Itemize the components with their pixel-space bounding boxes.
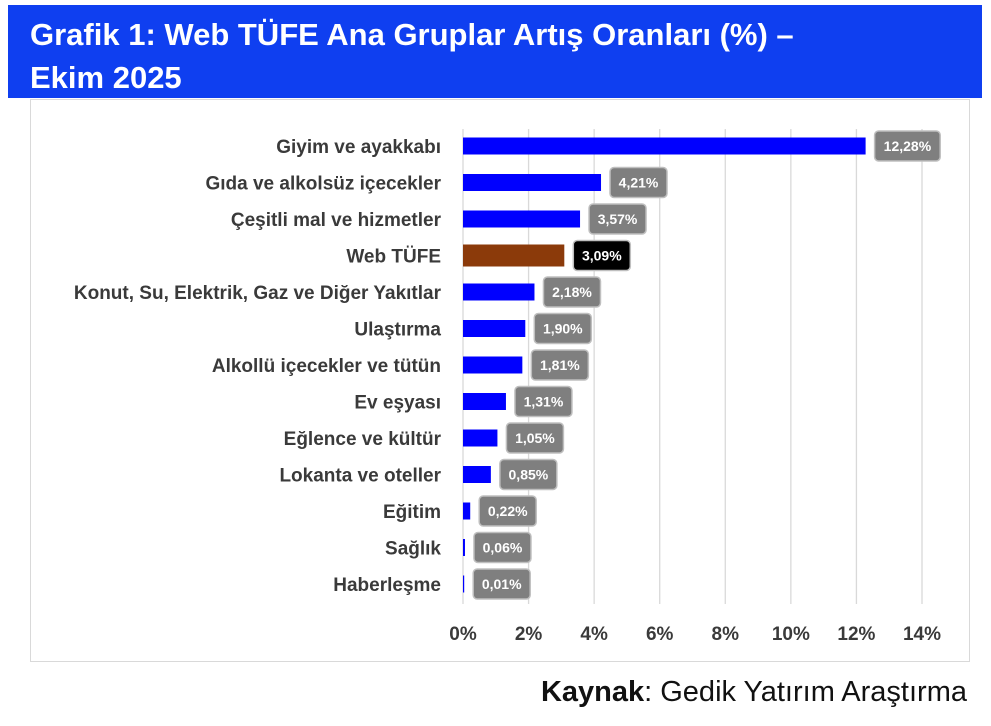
data-label: 0,22% bbox=[488, 503, 528, 519]
chart-frame: 0% 2% 4% 6% 8% 10% 12% 14% Giyim ve ayakkabı 12,2… bbox=[30, 99, 970, 662]
category-label: Konut, Su, Elektrik, Gaz ve Diğer Yakıtl… bbox=[74, 283, 442, 304]
data-label: 1,81% bbox=[540, 357, 580, 373]
bar bbox=[463, 429, 498, 447]
bar bbox=[463, 210, 581, 228]
category-label: Eğitim bbox=[383, 502, 441, 523]
bar bbox=[463, 356, 523, 374]
data-label: 1,31% bbox=[524, 394, 564, 410]
data-label-box bbox=[542, 276, 602, 308]
category-label: Lokanta ve oteller bbox=[279, 466, 441, 487]
data-label-box bbox=[499, 458, 558, 491]
bar bbox=[463, 137, 866, 155]
data-label: 4,21% bbox=[619, 175, 659, 191]
data-label: 0,85% bbox=[509, 467, 549, 483]
source-label: Kaynak bbox=[540, 676, 645, 708]
data-label: 1,90% bbox=[543, 321, 583, 337]
data-label-box bbox=[478, 495, 537, 527]
category-label: Çeşitli mal ve hizmetler bbox=[231, 210, 442, 231]
x-tick-label: 10% bbox=[772, 624, 810, 645]
data-label: 0,01% bbox=[482, 576, 522, 592]
bar bbox=[463, 575, 465, 593]
data-label: 12,28% bbox=[884, 138, 932, 154]
data-label: 3,57% bbox=[598, 211, 638, 227]
x-tick-label: 0% bbox=[449, 624, 477, 645]
category-label: Haberleşme bbox=[333, 575, 441, 596]
category-label: Sağlık bbox=[385, 539, 441, 560]
category-label: Gıda ve alkolsüz içecekler bbox=[205, 174, 441, 195]
bar bbox=[463, 539, 465, 556]
x-tick-label: 4% bbox=[580, 624, 608, 645]
category-label: Web TÜFE bbox=[346, 247, 441, 268]
data-label-box bbox=[505, 422, 565, 454]
data-label: 0,06% bbox=[483, 540, 523, 556]
category-label: Eğlence ve kültür bbox=[284, 429, 442, 450]
data-label-box bbox=[533, 312, 593, 345]
source-separator: : bbox=[644, 676, 661, 708]
bar bbox=[463, 502, 471, 520]
bar bbox=[463, 320, 526, 337]
x-tick-label: 2% bbox=[515, 624, 543, 645]
category-label: Ev eşyası bbox=[354, 393, 441, 414]
bar bbox=[463, 466, 491, 483]
bar bbox=[463, 393, 506, 410]
data-label-box bbox=[472, 568, 531, 600]
bar bbox=[463, 244, 565, 267]
data-label-box bbox=[588, 203, 647, 235]
bar-chart: 0% 2% 4% 6% 8% 10% 12% 14% Giyim ve ayakkabı 12,2… bbox=[74, 129, 941, 645]
x-tick-label: 6% bbox=[646, 624, 674, 645]
data-label-box bbox=[609, 166, 668, 199]
bar bbox=[463, 283, 535, 301]
x-tick-label: 14% bbox=[903, 624, 941, 645]
category-label: Giyim ve ayakkabı bbox=[276, 137, 441, 158]
data-label-box bbox=[530, 349, 590, 381]
data-label: 1,05% bbox=[515, 430, 555, 446]
chart-title-line-1: Grafik 1: Web TÜFE Ana Gruplar Artış Ora… bbox=[30, 17, 794, 52]
chart-title-bar: Grafik 1: Web TÜFE Ana Gruplar Artış Ora… bbox=[8, 5, 982, 98]
data-label: 3,09% bbox=[582, 248, 622, 264]
data-label-box bbox=[572, 239, 632, 272]
chart-title-line-2: Ekim 2025 bbox=[30, 60, 182, 95]
data-label-box bbox=[514, 385, 573, 418]
category-label: Alkollü içecekler ve tütün bbox=[212, 356, 441, 377]
bar bbox=[463, 174, 602, 191]
source-note: Kaynak: Gedik Yatırım Araştırma bbox=[541, 676, 967, 709]
data-label-box bbox=[473, 531, 532, 564]
source-text: Gedik Yatırım Araştırma bbox=[660, 676, 967, 708]
data-label: 2,18% bbox=[552, 284, 592, 300]
data-label-box bbox=[873, 130, 941, 162]
x-tick-label: 8% bbox=[712, 624, 740, 645]
category-label: Ulaştırma bbox=[354, 320, 441, 341]
x-tick-label: 12% bbox=[837, 624, 875, 645]
